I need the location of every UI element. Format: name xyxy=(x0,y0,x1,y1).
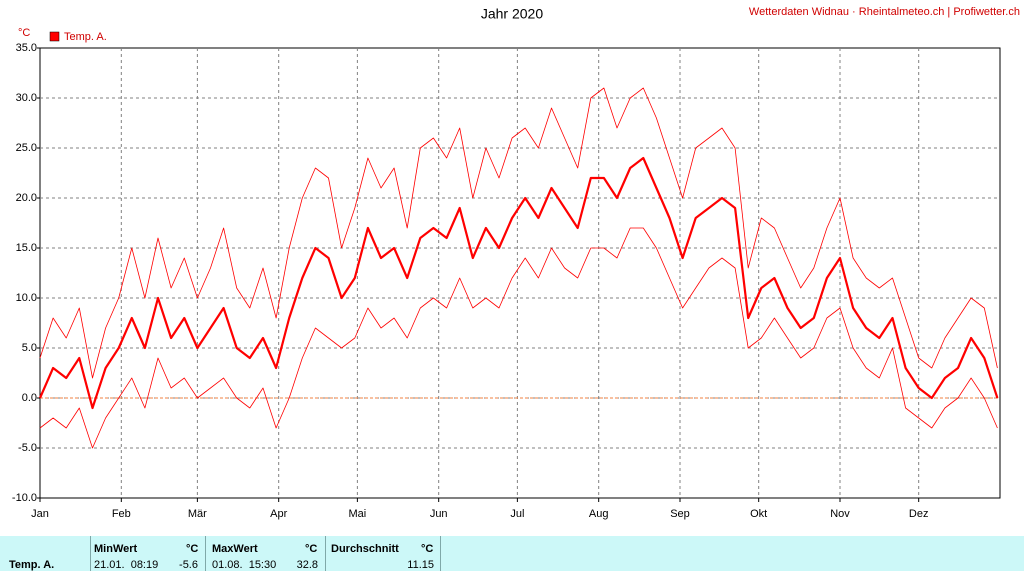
divider xyxy=(325,536,326,571)
y-tick-label: 5.0 xyxy=(22,342,37,354)
x-tick-label: Nov xyxy=(830,508,850,520)
y-tick-label: 15.0 xyxy=(16,242,37,254)
x-tick-label: Aug xyxy=(589,508,609,520)
cell: 01.08. 15:30 xyxy=(212,559,277,571)
chart: Jahr 2020 Wetterdaten Widnau · Rheintalm… xyxy=(12,6,1020,520)
x-tick-label: Jul xyxy=(510,508,524,520)
legend-swatch xyxy=(49,31,60,42)
cell: 21.01. 08:19 xyxy=(94,559,159,571)
x-tick-label: Apr xyxy=(270,508,287,520)
cell: 32.8 xyxy=(296,559,318,571)
y-tick-label: 0.0 xyxy=(22,392,37,404)
header: MaxWert xyxy=(212,543,258,555)
plot-area xyxy=(39,47,1001,499)
y-unit: °C xyxy=(18,27,30,39)
divider xyxy=(440,536,441,571)
divider xyxy=(90,536,91,571)
cell: 11.15 xyxy=(407,559,434,571)
x-tick-label: Jun xyxy=(430,508,448,520)
y-tick-label: 35.0 xyxy=(16,42,37,54)
y-tick-label: -10.0 xyxy=(12,492,37,504)
x-tick-label: Feb xyxy=(112,508,131,520)
x-tick-label: Sep xyxy=(670,508,690,520)
x-tick-label: Jan xyxy=(31,508,49,520)
y-tick-label: 25.0 xyxy=(16,142,37,154)
temp-line xyxy=(39,227,998,449)
legend-label: Temp. A. xyxy=(64,31,107,43)
divider xyxy=(205,536,206,571)
header: °C xyxy=(186,543,199,555)
y-tick-label: -5.0 xyxy=(18,442,37,454)
stats-table: MinWert °C MaxWert °C Durchschnitt °C Te… xyxy=(0,536,1024,571)
source: Wetterdaten Widnau · Rheintalmeteo.ch | … xyxy=(749,6,1020,18)
header: Durchschnitt xyxy=(331,543,399,555)
x-tick-label: Mär xyxy=(188,508,207,520)
temp-line xyxy=(39,87,998,379)
header: °C xyxy=(421,543,434,555)
chart-title: Jahr 2020 xyxy=(481,6,543,22)
cell: -5.6 xyxy=(179,559,198,571)
x-tick-label: Okt xyxy=(750,508,767,520)
header: MinWert xyxy=(94,543,138,555)
y-tick-label: 20.0 xyxy=(16,192,37,204)
x-tick-label: Dez xyxy=(909,508,929,520)
y-tick-label: 10.0 xyxy=(16,292,37,304)
y-tick-label: 30.0 xyxy=(16,92,37,104)
temp-line xyxy=(38,156,999,410)
x-tick-label: Mai xyxy=(349,508,367,520)
header: °C xyxy=(305,543,318,555)
row-label: Temp. A. xyxy=(9,559,55,571)
